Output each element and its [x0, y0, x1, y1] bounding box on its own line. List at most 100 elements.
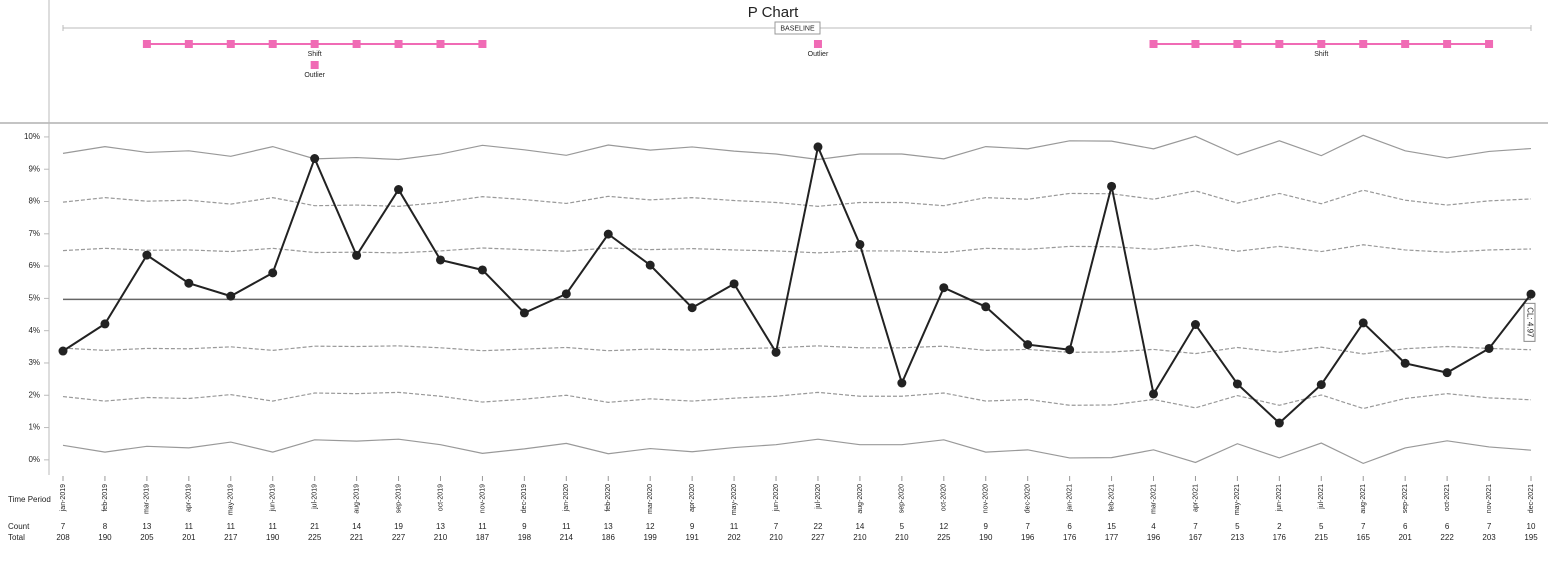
- data-point: [58, 346, 68, 356]
- y-tick-label: 3%: [28, 358, 40, 367]
- total-value: 167: [1189, 533, 1203, 542]
- x-tick-label: jan-2021: [1066, 484, 1073, 512]
- y-tick-label: 0%: [28, 455, 40, 464]
- data-point: [100, 319, 110, 329]
- x-tick-label: dec-2021: [1528, 484, 1535, 513]
- data-point: [435, 255, 445, 265]
- shift-marker: [268, 40, 277, 48]
- outlier-label: Outlier: [808, 51, 829, 58]
- outlier-marker: [310, 61, 319, 69]
- total-value: 208: [56, 533, 70, 542]
- total-value: 196: [1147, 533, 1161, 542]
- x-tick-label: mar-2019: [144, 484, 151, 514]
- count-value: 6: [1067, 522, 1072, 531]
- count-value: 6: [1403, 522, 1408, 531]
- x-tick-label: oct-2020: [941, 484, 948, 511]
- limit-line: [62, 189, 1532, 207]
- count-value: 13: [142, 522, 151, 531]
- x-tick-label: jul-2020: [815, 484, 822, 510]
- count-value: 7: [61, 522, 66, 531]
- total-value: 186: [602, 533, 616, 542]
- data-point: [855, 239, 865, 249]
- x-tick-label: mar-2021: [1150, 484, 1157, 514]
- count-value: 11: [562, 522, 571, 531]
- y-tick-label: 5%: [28, 293, 40, 302]
- data-point: [268, 268, 278, 278]
- data-point: [981, 302, 991, 312]
- x-tick-label: may-2021: [1234, 484, 1241, 515]
- count-value: 5: [1319, 522, 1324, 531]
- total-value: 222: [1440, 533, 1454, 542]
- shift-marker: [310, 40, 319, 48]
- total-value: 210: [769, 533, 783, 542]
- total-value: 199: [644, 533, 658, 542]
- count-value: 13: [436, 522, 445, 531]
- count-value: 22: [814, 522, 823, 531]
- shift-marker: [436, 40, 445, 48]
- total-value: 190: [98, 533, 112, 542]
- x-tick-label: jun-2020: [773, 484, 780, 512]
- data-line: [62, 143, 1532, 425]
- count-value: 8: [103, 522, 108, 531]
- shift-label: Shift: [1314, 51, 1328, 58]
- data-point: [310, 154, 320, 164]
- limit-line: [62, 134, 1532, 161]
- total-value: 176: [1273, 533, 1287, 542]
- count-value: 6: [1445, 522, 1450, 531]
- count-value: 11: [730, 522, 739, 531]
- count-value: 9: [690, 522, 695, 531]
- data-point: [1442, 368, 1452, 378]
- count-value: 14: [855, 522, 864, 531]
- shift-marker: [1317, 40, 1326, 48]
- total-value: 221: [350, 533, 364, 542]
- data-point: [813, 142, 823, 152]
- total-value: 213: [1231, 533, 1245, 542]
- x-tick-label: aug-2021: [1360, 484, 1367, 514]
- data-point: [687, 303, 697, 313]
- total-value: 215: [1315, 533, 1329, 542]
- shift-marker: [394, 40, 403, 48]
- data-point: [1107, 181, 1117, 191]
- count-value: 15: [1107, 522, 1116, 531]
- data-point: [729, 279, 739, 289]
- count-value: 5: [1235, 522, 1240, 531]
- x-tick-label: mar-2020: [647, 484, 654, 514]
- center-line-label-box: [1523, 302, 1536, 342]
- y-tick-label: 4%: [28, 326, 40, 335]
- shift-marker: [1401, 40, 1410, 48]
- count-value: 7: [774, 522, 779, 531]
- data-point: [1190, 320, 1200, 330]
- count-value: 12: [939, 522, 948, 531]
- x-tick-label: dec-2020: [1025, 484, 1032, 513]
- x-tick-label: sep-2019: [395, 484, 402, 513]
- x-tick-label: nov-2021: [1486, 484, 1493, 513]
- total-label: Total: [8, 533, 25, 542]
- total-value: 198: [518, 533, 532, 542]
- shift-label: Shift: [308, 51, 322, 58]
- data-point: [1526, 289, 1536, 299]
- count-value: 9: [984, 522, 989, 531]
- count-value: 4: [1151, 522, 1156, 531]
- baseline-box: [774, 21, 821, 35]
- data-point: [1274, 418, 1284, 428]
- shift-marker: [184, 40, 193, 48]
- total-value: 190: [266, 533, 280, 542]
- limit-line: [62, 438, 1532, 465]
- count-value: 11: [227, 522, 236, 531]
- total-value: 196: [1021, 533, 1035, 542]
- y-tick-label: 8%: [28, 197, 40, 206]
- x-tick-label: sep-2021: [1402, 484, 1409, 513]
- total-value: 195: [1524, 533, 1538, 542]
- data-point: [771, 347, 781, 357]
- total-value: 191: [685, 533, 699, 542]
- x-tick-label: jun-2019: [270, 484, 277, 512]
- total-value: 217: [224, 533, 238, 542]
- count-value: 7: [1025, 522, 1030, 531]
- total-value: 201: [182, 533, 196, 542]
- shift-marker: [1485, 40, 1494, 48]
- total-value: 201: [1398, 533, 1412, 542]
- x-tick-label: may-2020: [731, 484, 738, 515]
- total-value: 210: [434, 533, 448, 542]
- total-value: 225: [937, 533, 951, 542]
